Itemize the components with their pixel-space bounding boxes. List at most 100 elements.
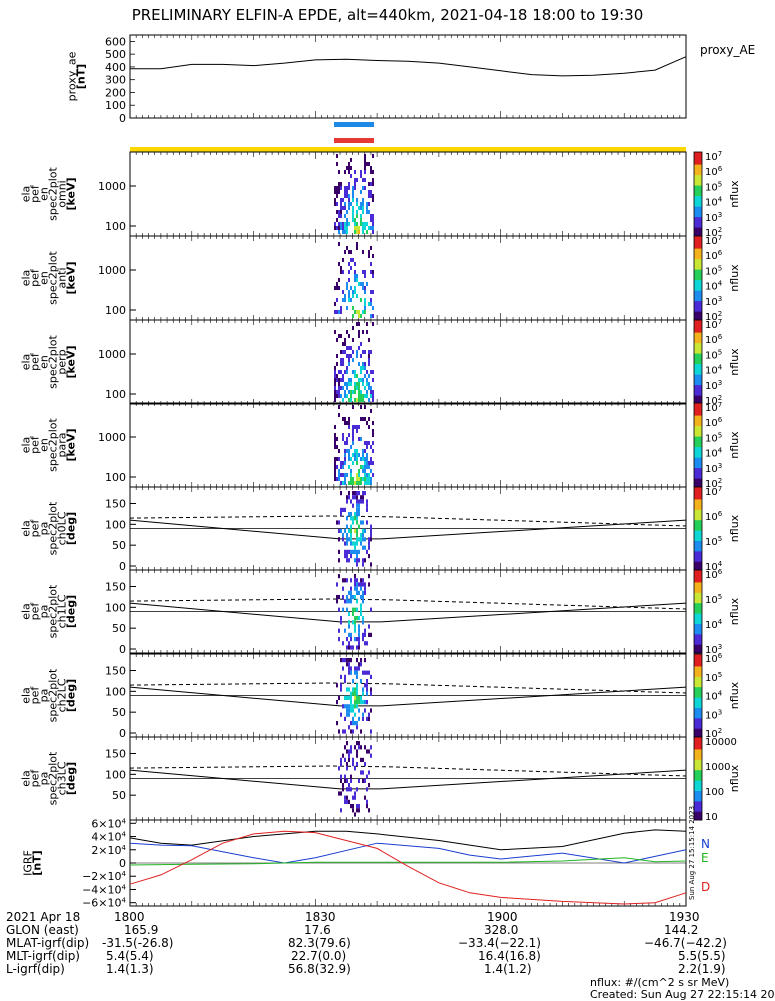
- pa-spectrogram-pixel: [352, 757, 354, 762]
- spectrogram-pixel: [346, 282, 348, 286]
- pa-spectrogram-pixel: [336, 582, 338, 587]
- colorbar-ch3LC: [693, 736, 703, 821]
- spectrogram-pixel: [354, 226, 356, 230]
- pa-spectrogram-pixel: [350, 645, 352, 650]
- exponent: 7: [718, 150, 722, 158]
- spectrogram-pixel: [344, 441, 346, 445]
- colorbar-segment: [694, 807, 702, 811]
- spec-y-label: omni: [56, 180, 69, 207]
- pa-spectrogram-pixel: [340, 757, 342, 762]
- exponent: 5: [718, 264, 722, 272]
- igrf-line-E: [129, 857, 687, 866]
- spectrogram-pixel: [350, 481, 352, 485]
- colorbar-segment: [694, 563, 702, 567]
- spectrogram-pixel: [360, 457, 362, 461]
- colorbar-segment: [694, 545, 702, 548]
- pa-spectrogram-pixel: [338, 520, 340, 525]
- pa-spectrogram-pixel: [364, 545, 366, 550]
- colorbar-segment: [694, 524, 702, 527]
- pa-spectrogram-pixel: [352, 645, 354, 650]
- spectrogram-pixel: [354, 178, 356, 182]
- exponent: 4: [718, 280, 723, 288]
- exponent: 3: [718, 295, 722, 303]
- spectrogram-pixel: [362, 417, 364, 421]
- pa-spectrogram-pixel: [350, 549, 352, 554]
- spectrogram-pixel: [350, 398, 352, 402]
- colorbar-segment: [694, 152, 702, 155]
- pa-spectrogram-pixel: [356, 637, 358, 642]
- pa-spectrogram-pixel: [354, 528, 356, 533]
- spectrogram-pixel: [360, 190, 362, 194]
- spectrogram-pixel: [340, 386, 342, 390]
- pa-spectrogram-pixel: [344, 541, 346, 546]
- pa-spectrogram-pixel: [346, 637, 348, 642]
- y-tick-label: 100: [105, 601, 126, 614]
- spectrogram-pixel: [360, 298, 362, 302]
- spectrogram-pixel: [368, 386, 370, 390]
- spectrogram-pixel: [364, 441, 366, 445]
- pa-spectrogram-pixel: [370, 632, 372, 637]
- colorbar-segment: [694, 189, 702, 193]
- pa-spectrogram-pixel: [356, 520, 358, 525]
- spectrogram-pixel: [336, 226, 338, 230]
- exponent: 2: [718, 310, 722, 318]
- spectrogram-pixel: [346, 370, 348, 374]
- spectrogram-pixel: [362, 378, 364, 382]
- colorbar-segment: [694, 805, 702, 809]
- pa-spectrogram-pixel: [356, 499, 358, 504]
- pa-spectrogram-pixel: [370, 524, 372, 529]
- pa-spectrogram-pixel: [356, 721, 358, 726]
- spectrogram-pixel: [364, 310, 366, 314]
- spectrogram-pixel: [368, 465, 370, 469]
- spectrogram-pixel: [366, 206, 368, 210]
- spectrogram-pixel: [342, 461, 344, 465]
- pa-spectrogram-pixel: [342, 666, 344, 671]
- spec-y-label: [keV]: [65, 261, 78, 294]
- spectrogram-pixel: [346, 441, 348, 445]
- spectrogram-pixel: [364, 386, 366, 390]
- exponent: 6: [718, 510, 723, 518]
- colorbar-segment: [694, 221, 702, 224]
- spectrogram-pixel: [348, 166, 350, 170]
- pa-spectrogram-pixel: [364, 558, 366, 563]
- colorbar-segment: [694, 250, 702, 254]
- pa-spectrogram-pixel: [348, 708, 350, 713]
- spectrogram-pixel: [336, 378, 338, 382]
- pa-spectrogram-pixel: [350, 721, 352, 726]
- spectrogram-pixel: [364, 457, 366, 461]
- colorbar-segment: [694, 440, 702, 444]
- colorbar-tick-label: 105: [705, 431, 722, 444]
- spectrogram-pixel: [348, 198, 350, 202]
- colorbar-segment: [694, 271, 702, 275]
- spectrogram-pixel: [358, 230, 360, 234]
- colorbar-segment: [694, 676, 702, 680]
- colorbar-tick-label: 104: [705, 196, 723, 209]
- spectrogram-pixel: [358, 453, 360, 457]
- pa-spectrogram-pixel: [354, 495, 356, 500]
- colorbar-segment: [694, 658, 702, 661]
- pa-spectrogram-pixel: [358, 499, 360, 504]
- pa-spectrogram-pixel: [364, 658, 366, 663]
- spectrogram-pixel: [364, 298, 366, 302]
- spectrogram-pixel: [362, 310, 364, 314]
- pa-spectrogram-pixel: [348, 712, 350, 717]
- spectrogram-pixel: [364, 405, 366, 409]
- spec-y-label: ela: [20, 186, 33, 203]
- colorbar-segment: [694, 497, 702, 500]
- spec-y-label: en: [38, 187, 51, 201]
- spectrogram-pixel: [354, 170, 356, 174]
- colorbar-segment: [694, 261, 702, 264]
- pa-spectrogram-pixel: [354, 607, 356, 612]
- spectrogram-pixel: [358, 437, 360, 441]
- pa-spectrogram-pixel: [356, 586, 358, 591]
- spectrogram-pixel: [356, 222, 358, 226]
- colorbar-segment: [694, 714, 702, 717]
- spectrogram-pixel: [358, 226, 360, 230]
- exponent: 2: [718, 477, 722, 485]
- pa-spectrogram-pixel: [350, 749, 352, 754]
- spectrogram-pixel: [350, 378, 352, 382]
- colorbar-segment: [694, 803, 702, 806]
- colorbar-segment: [694, 191, 702, 195]
- spectrogram-pixel: [336, 445, 338, 449]
- spectrogram-pixel: [336, 162, 338, 166]
